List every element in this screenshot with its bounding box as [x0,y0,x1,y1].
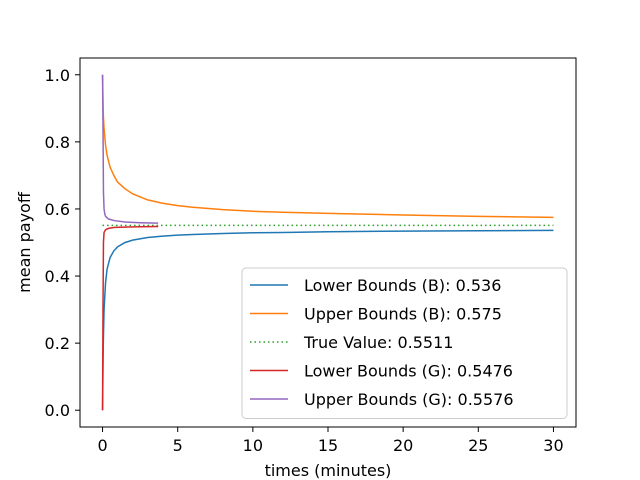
x-tick-label: 0 [97,436,107,455]
series-line-1 [101,229,554,411]
x-tick-label: 15 [318,436,338,455]
plot-lines [101,74,554,411]
y-tick-label: 0.6 [45,200,70,219]
series-line-4 [101,225,159,411]
x-tick-label: 20 [393,436,413,455]
y-tick-label: 1.0 [45,66,70,85]
y-tick-label: 0.4 [45,267,70,286]
legend: Lower Bounds (B): 0.536 Upper Bounds (B):… [241,267,568,419]
y-axis: 0.0 0.2 0.4 0.6 0.8 1.0 [45,66,80,420]
x-tick-label: 5 [173,436,183,455]
legend-label-4: Lower Bounds (G): 0.5476 [304,362,513,381]
legend-label-1: Lower Bounds (B): 0.536 [304,276,501,295]
series-line-5 [101,74,159,224]
x-axis: 0 5 10 15 20 25 30 [97,427,564,455]
legend-label-5: Upper Bounds (G): 0.5576 [304,390,514,409]
y-axis-label: mean payoff [15,191,34,293]
y-tick-label: 0.0 [45,401,70,420]
x-axis-label: times (minutes) [265,461,392,480]
legend-label-3: True Value: 0.5511 [303,333,453,352]
legend-box [241,267,568,419]
legend-label-2: Upper Bounds (B): 0.575 [304,305,502,324]
y-tick-label: 0.2 [45,334,70,353]
series-line-2 [101,74,554,219]
x-tick-label: 25 [468,436,488,455]
x-tick-label: 30 [543,436,563,455]
x-tick-label: 10 [243,436,263,455]
y-tick-label: 0.8 [45,133,70,152]
